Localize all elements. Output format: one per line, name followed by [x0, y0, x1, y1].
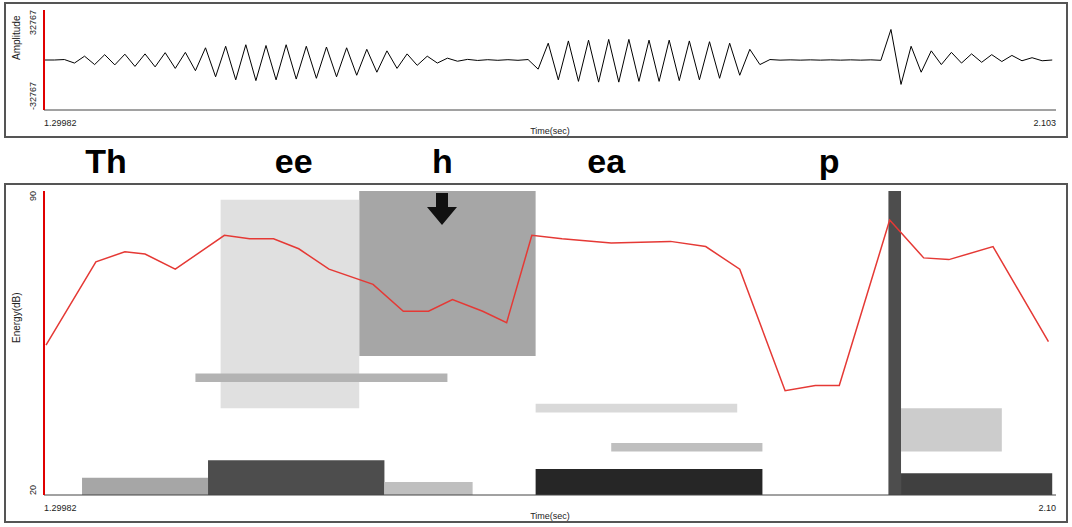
svg-text:Time(sec): Time(sec) — [530, 126, 570, 136]
html-text:h: h — [432, 142, 453, 180]
html-text:ea: ea — [587, 142, 626, 180]
svg-text:90: 90 — [28, 191, 38, 201]
svg-text:Amplitude: Amplitude — [11, 15, 22, 60]
svg-text:2.103: 2.103 — [1033, 118, 1056, 128]
html-text:ee: ee — [274, 142, 313, 180]
svg-text:2.10: 2.10 — [1038, 503, 1056, 513]
html-text:p: p — [818, 142, 840, 180]
svg-text:32767: 32767 — [28, 10, 38, 35]
svg-text:-32767: -32767 — [28, 82, 38, 110]
html-text:Th: Th — [85, 142, 127, 180]
svg-text:20: 20 — [28, 485, 38, 495]
svg-text:1.29982: 1.29982 — [44, 118, 77, 128]
svg-text:1.29982: 1.29982 — [44, 503, 77, 513]
svg-text:Time(sec): Time(sec) — [530, 511, 570, 521]
svg-text:Energy(dB): Energy(dB) — [11, 292, 22, 343]
